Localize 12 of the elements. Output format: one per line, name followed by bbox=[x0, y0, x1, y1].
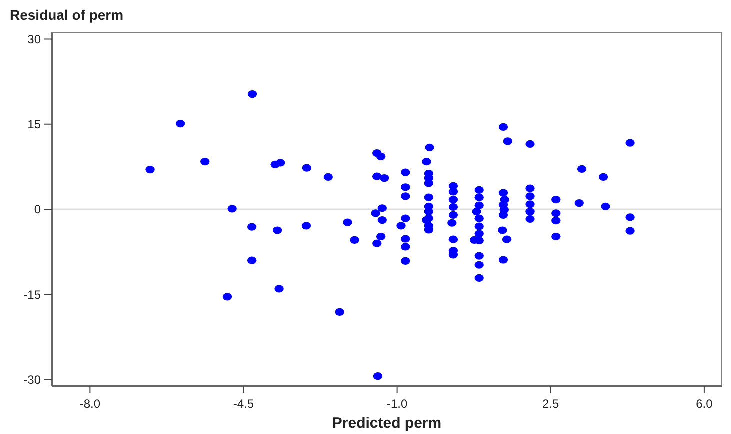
y-tick-label: -15 bbox=[24, 288, 42, 302]
x-tick-label: -4.5 bbox=[233, 397, 254, 411]
y-tick-label: 15 bbox=[28, 118, 42, 132]
y-tick-label: 0 bbox=[34, 202, 42, 217]
x-tick-label: -8.0 bbox=[80, 397, 101, 411]
x-tick-label: 2.5 bbox=[542, 397, 560, 411]
x-axis-title: Predicted perm bbox=[332, 415, 442, 432]
y-tick-label: 30 bbox=[28, 32, 42, 46]
y-tick-label: -30 bbox=[24, 372, 42, 387]
x-tick-label: -1.0 bbox=[386, 397, 408, 411]
y-axis-title: Residual of perm bbox=[10, 7, 124, 23]
x-tick-label: 6.0 bbox=[696, 397, 714, 411]
